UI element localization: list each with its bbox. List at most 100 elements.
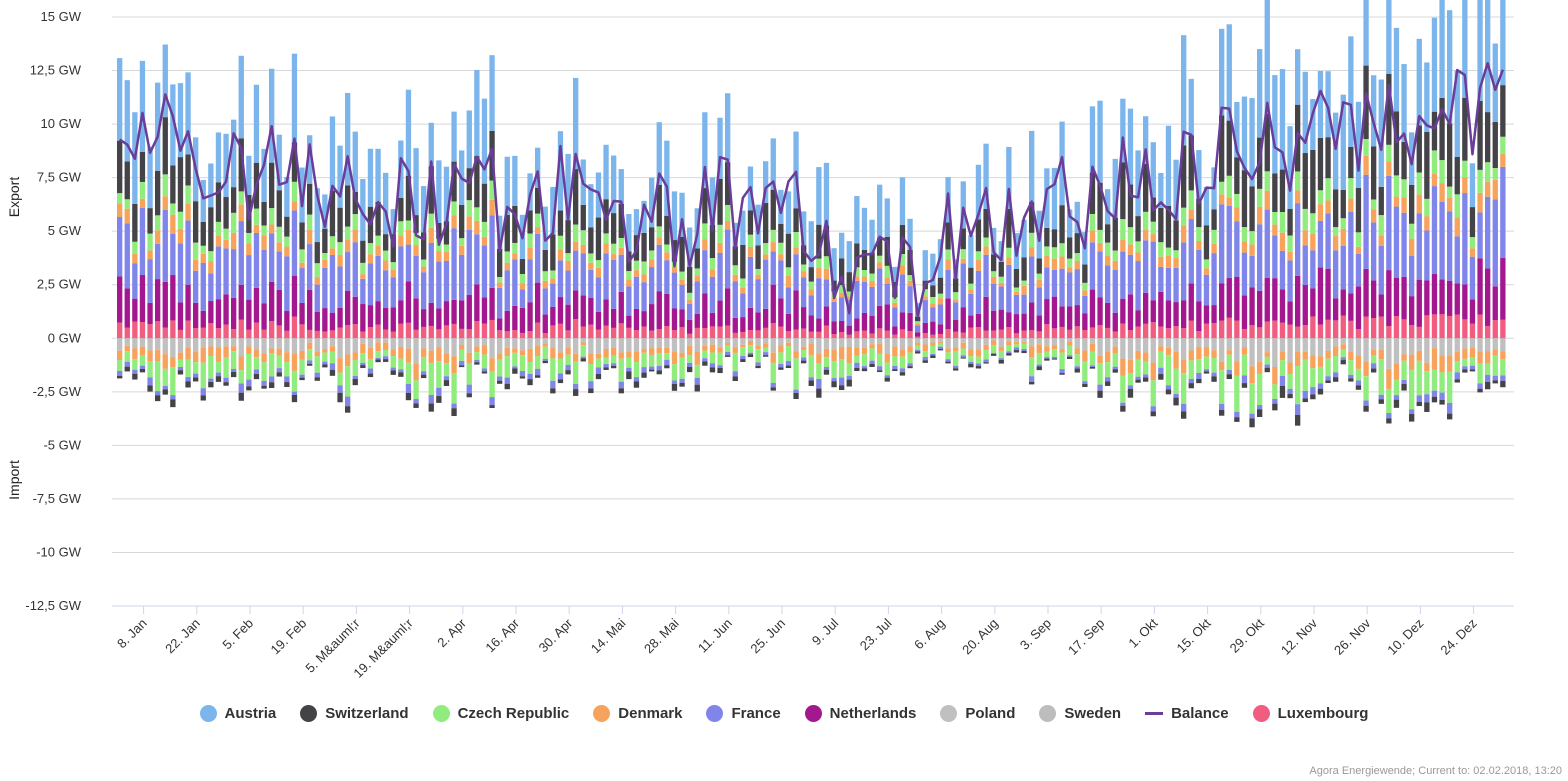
bar-import-france [276, 368, 282, 373]
legend-item-switzerland[interactable]: Switzerland [300, 705, 409, 722]
bar-switzerland [656, 184, 662, 227]
bar-import-poland [1401, 338, 1407, 355]
bar-czech-republic [1188, 190, 1194, 210]
bar-import-czech-republic [1393, 379, 1400, 396]
bar-import-poland [717, 338, 723, 348]
bar-czech-republic [945, 249, 951, 260]
bar-import-france [1500, 375, 1506, 381]
bar-czech-republic [345, 226, 351, 240]
legend-item-czech-republic[interactable]: Czech Republic [432, 705, 569, 722]
bar-import-denmark [193, 351, 199, 363]
bar-france [443, 260, 450, 302]
bar-import-czech-republic [960, 348, 966, 356]
bar-france [1089, 242, 1096, 290]
bar-austria [451, 111, 457, 162]
bar-austria [983, 143, 989, 209]
bar-france [953, 302, 959, 321]
bar-denmark [846, 296, 852, 300]
bar-austria [162, 44, 168, 118]
bar-import-poland [124, 338, 130, 346]
bar-import-switzerland [732, 376, 738, 382]
bar-import-france [284, 376, 290, 383]
bar-switzerland [1469, 207, 1476, 238]
bar-switzerland [930, 285, 936, 298]
bar-import-czech-republic [504, 356, 510, 378]
bar-import-denmark [580, 342, 586, 346]
bar-switzerland [383, 234, 389, 251]
bar-import-poland [816, 338, 822, 355]
bar-import-czech-republic [1211, 358, 1217, 373]
bar-import-denmark [1059, 349, 1065, 353]
bar-import-denmark [1226, 350, 1232, 355]
bar-import-denmark [983, 344, 989, 351]
legend-item-sweden[interactable]: Sweden [1039, 705, 1121, 722]
bar-import-poland [246, 338, 252, 347]
bar-import-switzerland [489, 405, 495, 409]
bar-import-france [747, 352, 754, 355]
bar-import-czech-republic [709, 352, 716, 364]
bar-import-poland [398, 338, 404, 347]
legend-item-balance[interactable]: Balance [1145, 705, 1229, 722]
bar-import-czech-republic [801, 350, 807, 358]
legend-item-austria[interactable]: Austria [199, 705, 276, 722]
legend-item-denmark[interactable]: Denmark [593, 705, 682, 722]
bar-import-denmark [740, 344, 746, 348]
bar-import-denmark [633, 351, 640, 363]
bar-import-switzerland [1477, 388, 1483, 393]
bar-france [177, 243, 184, 303]
bar-austria [284, 177, 290, 217]
bar-switzerland [208, 207, 214, 252]
bar-import-poland [383, 338, 389, 343]
bar-czech-republic [770, 229, 776, 243]
legend-item-france[interactable]: France [706, 705, 781, 722]
bar-import-denmark [998, 347, 1004, 351]
bar-czech-republic [307, 214, 313, 230]
legend-item-luxembourg[interactable]: Luxembourg [1252, 705, 1369, 722]
legend-item-poland[interactable]: Poland [940, 705, 1015, 722]
bar-import-france [1097, 384, 1103, 391]
bar-luxembourg [504, 331, 510, 339]
bar-import-france [778, 364, 784, 368]
bar-import-switzerland [375, 359, 381, 363]
bar-import-denmark [1287, 362, 1293, 375]
bar-import-czech-republic [1317, 366, 1324, 384]
bar-czech-republic [231, 212, 237, 233]
bar-import-france [702, 358, 708, 362]
bar-austria [421, 186, 427, 233]
bar-denmark [314, 277, 320, 285]
bar-import-poland [132, 338, 138, 349]
bar-switzerland [580, 204, 586, 231]
bar-import-france [1431, 390, 1438, 397]
bar-import-france [1143, 374, 1149, 378]
bar-austria [884, 198, 890, 237]
bar-import-czech-republic [269, 353, 275, 377]
bar-import-switzerland [1241, 383, 1248, 388]
bar-czech-republic [1013, 287, 1020, 292]
bar-austria [869, 219, 875, 253]
bar-luxembourg [618, 323, 624, 339]
bar-france [527, 259, 533, 303]
legend-item-netherlands[interactable]: Netherlands [804, 705, 916, 722]
bar-france [337, 266, 343, 308]
bar-france [231, 249, 237, 298]
bar-czech-republic [1135, 241, 1141, 253]
legend-label: Luxembourg [1277, 705, 1369, 722]
x-tick-label: 15. Okt [1173, 615, 1214, 656]
bar-import-czech-republic [162, 368, 168, 386]
bar-import-denmark [1120, 358, 1126, 376]
bar-import-denmark [930, 342, 936, 346]
bar-luxembourg [1469, 323, 1476, 339]
bar-switzerland [1462, 97, 1468, 161]
bar-luxembourg [299, 324, 305, 339]
bar-import-france [1105, 377, 1111, 382]
bar-netherlands [208, 301, 214, 324]
bar-switzerland [474, 156, 480, 208]
bar-switzerland [1317, 137, 1324, 191]
bar-luxembourg [1051, 328, 1058, 339]
bar-denmark [770, 242, 776, 252]
bar-luxembourg [238, 319, 244, 339]
bar-czech-republic [687, 292, 693, 300]
bar-austria [261, 148, 267, 202]
bar-austria [1029, 130, 1035, 203]
bar-import-poland [276, 338, 282, 349]
